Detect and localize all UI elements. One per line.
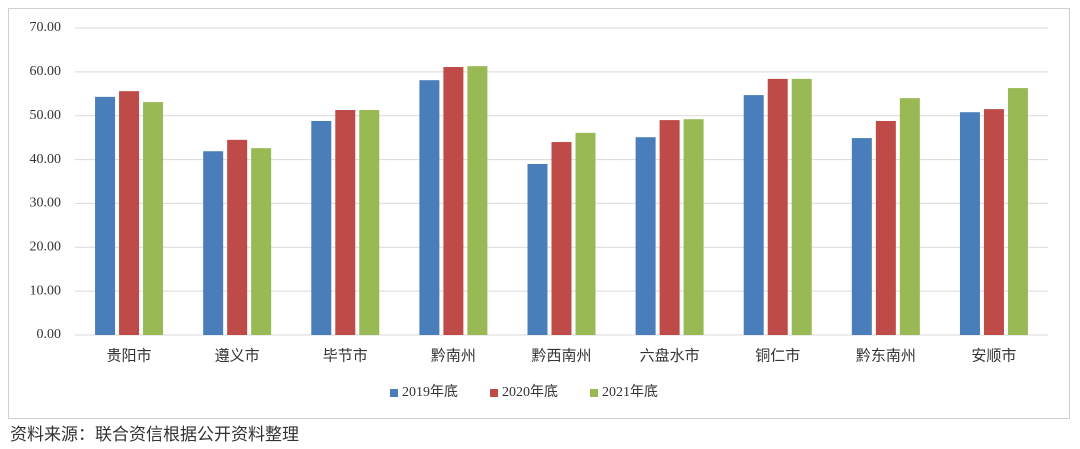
bar bbox=[95, 96, 116, 335]
x-tick-label: 六盘水市 bbox=[640, 346, 700, 364]
y-tick-label: 60.00 bbox=[30, 64, 62, 79]
bar bbox=[119, 91, 140, 335]
source-note: 资料来源：联合资信根据公开资料整理 bbox=[10, 425, 299, 444]
legend-swatch bbox=[590, 389, 598, 397]
legend-label: 2021年底 bbox=[602, 384, 658, 400]
bar bbox=[683, 119, 704, 335]
bar bbox=[743, 95, 764, 335]
bar bbox=[419, 80, 440, 335]
x-tick-label: 铜仁市 bbox=[755, 347, 800, 364]
bar bbox=[467, 66, 488, 336]
legend-label: 2020年底 bbox=[502, 384, 558, 400]
bar bbox=[791, 78, 812, 336]
y-tick-label: 50.00 bbox=[30, 108, 62, 123]
bar bbox=[143, 102, 164, 336]
legend-swatch bbox=[390, 389, 398, 397]
legend-swatch bbox=[490, 389, 498, 397]
x-tick-label: 毕节市 bbox=[323, 347, 368, 364]
y-tick-label: 40.00 bbox=[30, 152, 62, 167]
bar bbox=[767, 78, 788, 336]
x-tick-label: 安顺市 bbox=[971, 347, 1016, 364]
x-tick-label: 黔东南州 bbox=[856, 347, 916, 364]
y-tick-label: 30.00 bbox=[30, 196, 62, 211]
bar bbox=[983, 109, 1004, 335]
bar bbox=[635, 137, 656, 335]
legend-label: 2019年底 bbox=[402, 384, 458, 400]
x-tick-label: 遵义市 bbox=[215, 346, 260, 364]
bar bbox=[899, 98, 920, 336]
bar bbox=[527, 163, 548, 335]
bar bbox=[203, 151, 224, 335]
chart-frame bbox=[8, 8, 1070, 419]
y-tick-label: 10.00 bbox=[30, 283, 62, 298]
bar bbox=[227, 139, 248, 335]
x-tick-label: 黔西南州 bbox=[531, 347, 591, 364]
y-tick-label: 0.00 bbox=[37, 327, 62, 342]
bar bbox=[443, 67, 464, 335]
x-tick-label: 黔南州 bbox=[431, 347, 476, 364]
y-tick-label: 70.00 bbox=[30, 20, 62, 35]
bar bbox=[311, 120, 332, 335]
bar bbox=[335, 110, 356, 336]
bar bbox=[851, 138, 872, 335]
bar bbox=[359, 110, 380, 336]
bar bbox=[659, 120, 680, 335]
y-tick-label: 20.00 bbox=[30, 240, 62, 255]
bar bbox=[959, 112, 980, 335]
bar bbox=[575, 132, 596, 335]
bar bbox=[1007, 88, 1028, 335]
bar bbox=[875, 120, 896, 335]
bar bbox=[251, 148, 272, 335]
bar bbox=[551, 142, 572, 335]
x-tick-label: 贵阳市 bbox=[107, 347, 152, 364]
